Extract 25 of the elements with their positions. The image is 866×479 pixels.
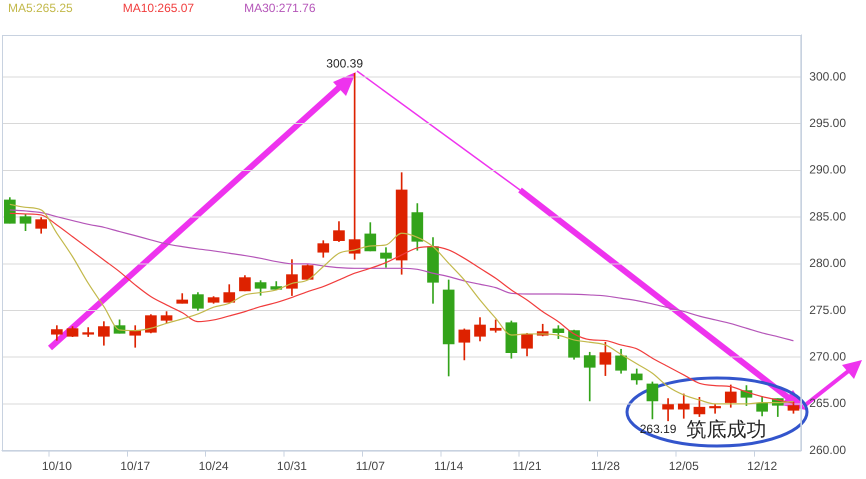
- text: MA5:265.25: [8, 1, 73, 15]
- x-tick-label: 12/12: [747, 459, 778, 474]
- text: MA30:271.76: [244, 1, 316, 15]
- text: MA10:265.07: [122, 1, 194, 15]
- y-tick-label: 300.00: [809, 69, 846, 84]
- y-tick-label: 280.00: [809, 256, 846, 270]
- y-tick-label: 270.00: [809, 350, 846, 364]
- x-tick-label: 11/28: [590, 459, 620, 474]
- y-tick-label: 285.00: [809, 209, 846, 224]
- annotation: 300.39: [326, 56, 364, 71]
- x-tick-label: 10/10: [42, 459, 72, 474]
- x-tick-label: 10/17: [120, 459, 151, 474]
- y-tick-label: 295.00: [809, 116, 846, 130]
- y-tick-label: 260.00: [809, 442, 846, 457]
- y-tick-label: 275.00: [809, 302, 846, 317]
- y-tick-label: 290.00: [809, 162, 846, 177]
- x-tick-label: 10/31: [276, 459, 308, 474]
- y-tick-label: 265.00: [809, 396, 846, 410]
- annotation: 263.19: [640, 422, 677, 436]
- x-tick-label: 11/21: [512, 459, 542, 474]
- x-tick-label: 12/05: [668, 459, 700, 474]
- x-tick-label: 11/14: [434, 459, 464, 474]
- annotation: 筑底成功: [686, 419, 766, 442]
- x-tick-label: 10/24: [198, 459, 229, 474]
- x-tick-label: 11/07: [356, 459, 386, 474]
